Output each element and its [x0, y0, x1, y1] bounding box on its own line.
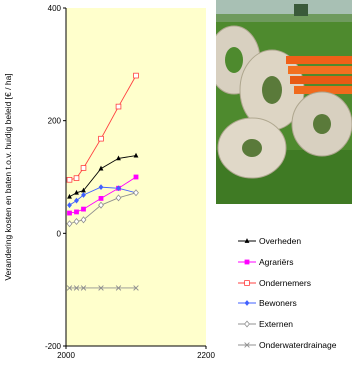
data-point-externen	[80, 216, 87, 224]
drainage-pipes-photo-icon	[216, 0, 352, 204]
drainage-pipes-photo	[216, 0, 352, 204]
series-group	[66, 72, 139, 291]
data-point-ondernemers	[98, 135, 104, 142]
data-point-ondernemers	[115, 103, 122, 110]
y-tick-label: 200	[48, 117, 62, 126]
data-point-agrari-rs	[74, 209, 79, 215]
legend-swatch-marker	[244, 300, 250, 307]
data-point-externen	[98, 201, 104, 209]
series-ondernemers	[66, 72, 139, 183]
legend-swatch	[238, 300, 256, 307]
data-point-ondernemers	[73, 175, 80, 181]
data-point-bewoners	[116, 185, 121, 192]
data-point-onderwaterdrainage	[73, 285, 80, 291]
data-point-bewoners	[81, 192, 86, 198]
series-onderwaterdrainage	[66, 285, 139, 291]
data-point-overheden	[74, 189, 79, 195]
legend-label: Agrariërs	[259, 257, 294, 268]
data-point-ondernemers	[80, 165, 87, 171]
legend-swatch	[238, 259, 256, 265]
legend-swatch-marker	[244, 259, 250, 265]
legend-swatch	[238, 320, 256, 328]
legend-item-onderwaterdrainage: Onderwaterdrainage	[238, 334, 352, 355]
legend-swatch-marker	[244, 238, 250, 244]
legend-swatch-marker	[244, 279, 250, 286]
legend-item-ondernemers: Ondernemers	[238, 272, 352, 293]
data-point-onderwaterdrainage	[133, 285, 139, 291]
legend-label: Overheden	[259, 236, 302, 247]
data-point-externen	[133, 189, 139, 197]
y-tick-label: 400	[48, 4, 62, 13]
y-tick-label: 0	[57, 229, 62, 238]
series-externen	[66, 189, 139, 228]
data-point-bewoners	[67, 202, 72, 209]
data-point-overheden	[133, 152, 139, 158]
y-tick-label: -200	[45, 342, 62, 351]
data-point-agrari-rs	[67, 210, 72, 216]
data-point-overheden	[67, 193, 72, 199]
x-tick-label: 2200	[197, 351, 215, 360]
data-point-onderwaterdrainage	[115, 285, 122, 291]
series-overheden	[67, 152, 139, 199]
data-point-ondernemers	[133, 72, 139, 79]
data-point-bewoners	[74, 197, 79, 204]
data-point-agrari-rs	[133, 174, 139, 180]
data-point-externen	[73, 217, 80, 226]
legend-swatch	[238, 342, 256, 348]
data-point-externen	[115, 194, 122, 202]
legend-label: Ondernemers	[259, 277, 311, 288]
legend-item-agrari-rs: Agrariërs	[238, 252, 352, 273]
data-point-agrari-rs	[81, 206, 86, 212]
data-point-bewoners	[98, 184, 104, 191]
data-point-ondernemers	[66, 177, 73, 183]
data-point-onderwaterdrainage	[80, 285, 87, 291]
legend-item-externen: Externen	[238, 314, 352, 335]
data-point-externen	[66, 220, 73, 228]
legend-item-overheden: Overheden	[238, 231, 352, 252]
legend-label: Onderwaterdrainage	[259, 339, 337, 350]
legend-label: Externen	[259, 319, 294, 330]
legend: Overheden Agrariërs Ondernemers Bewoners Ext…	[238, 231, 352, 355]
legend-label: Bewoners	[259, 298, 297, 309]
data-point-overheden	[98, 165, 104, 171]
data-point-onderwaterdrainage	[66, 285, 73, 291]
data-point-overheden	[81, 187, 86, 193]
x-tick-label: 2000	[57, 351, 75, 360]
data-point-onderwaterdrainage	[98, 285, 104, 291]
legend-item-bewoners: Bewoners	[238, 293, 352, 314]
data-point-agrari-rs	[98, 196, 104, 201]
legend-swatch-marker	[244, 342, 250, 348]
data-point-overheden	[116, 155, 121, 161]
legend-swatch-marker	[244, 320, 250, 328]
legend-swatch	[238, 279, 256, 286]
legend-swatch	[238, 238, 256, 244]
y-axis-label: Verandering kosten en baten t.o.v. huidi…	[3, 73, 13, 280]
